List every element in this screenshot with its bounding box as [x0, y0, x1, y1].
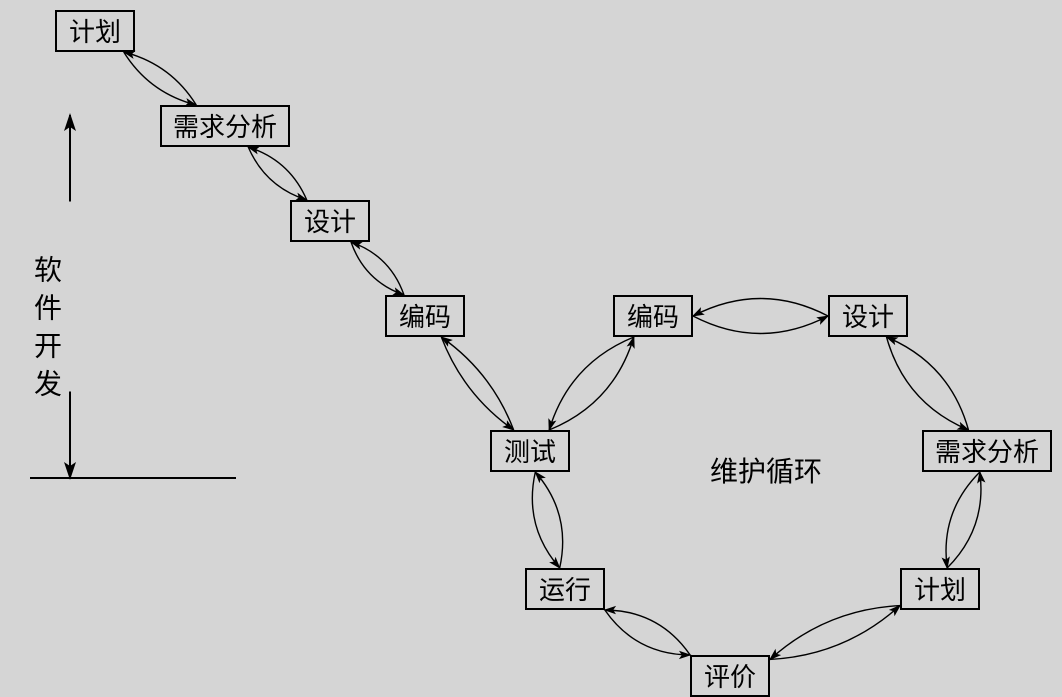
- node-eval: 评价: [690, 655, 770, 697]
- node-run: 运行: [525, 568, 605, 610]
- side-label-software-dev: 软件开发: [25, 255, 65, 407]
- node-plan1: 计划: [55, 10, 135, 52]
- node-test: 测试: [490, 430, 570, 472]
- node-code1: 编码: [385, 295, 465, 337]
- label-maintenance-cycle: 维护循环: [710, 450, 822, 490]
- node-code2: 编码: [613, 295, 693, 337]
- node-design1: 设计: [290, 200, 370, 242]
- node-design2: 设计: [828, 295, 908, 337]
- node-req1: 需求分析: [160, 105, 290, 147]
- node-plan2: 计划: [900, 568, 980, 610]
- node-req2: 需求分析: [922, 430, 1052, 472]
